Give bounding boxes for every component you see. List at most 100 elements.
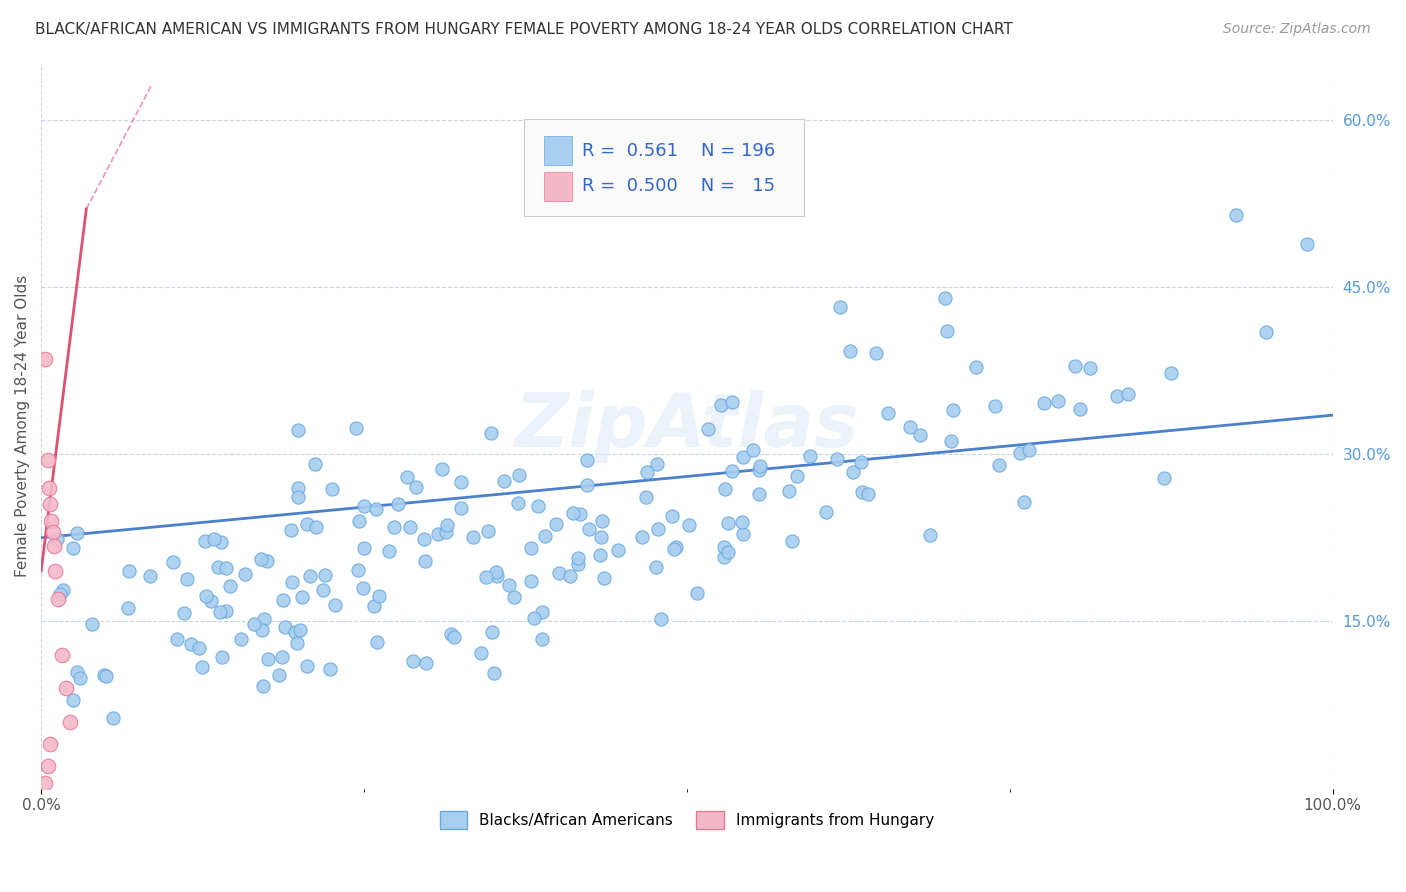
Point [69, 672, 91, 686]
Point [519, 574, 541, 589]
Point [39, 737, 62, 751]
Point [252, 679, 274, 693]
Point [1018, 443, 1040, 458]
Point [987, 458, 1010, 472]
Point [644, 560, 666, 574]
Point [494, 474, 516, 488]
Point [678, 518, 700, 533]
Point [44, 564, 66, 578]
Point [865, 346, 887, 360]
Point [814, 505, 837, 519]
Point [530, 606, 553, 620]
Point [1296, 237, 1319, 252]
Point [42, 525, 65, 540]
Point [415, 657, 437, 671]
Point [647, 522, 669, 536]
Point [717, 544, 740, 558]
Point [101, 711, 124, 725]
Point [477, 524, 499, 538]
Point [520, 541, 543, 555]
Point [215, 561, 238, 575]
Point [645, 457, 668, 471]
Point [413, 553, 436, 567]
Point [352, 581, 374, 595]
Point [93, 668, 115, 682]
Point [321, 482, 343, 496]
Point [256, 652, 278, 666]
Point [162, 555, 184, 569]
Text: BLACK/AFRICAN AMERICAN VS IMMIGRANTS FROM HUNGARY FEMALE POVERTY AMONG 18-24 YEA: BLACK/AFRICAN AMERICAN VS IMMIGRANTS FRO… [35, 22, 1012, 37]
Point [55, 681, 77, 696]
Point [547, 566, 569, 581]
Point [325, 598, 347, 612]
Point [942, 403, 965, 417]
Point [858, 487, 880, 501]
Point [748, 487, 770, 501]
Point [312, 583, 335, 598]
Point [287, 490, 309, 504]
Point [426, 527, 449, 541]
Point [508, 467, 530, 482]
Point [749, 458, 772, 473]
Point [470, 646, 492, 660]
Point [531, 632, 554, 646]
Point [269, 667, 291, 681]
Point [696, 421, 718, 435]
Point [117, 601, 139, 615]
Point [710, 398, 733, 412]
Point [304, 458, 326, 472]
Point [207, 560, 229, 574]
Point [51, 648, 73, 662]
Point [219, 579, 242, 593]
Point [479, 425, 502, 440]
Point [1116, 386, 1139, 401]
Point [799, 450, 821, 464]
Point [402, 654, 425, 668]
Point [920, 528, 942, 542]
Point [295, 517, 318, 532]
Text: R =  0.500    N =   15: R = 0.500 N = 15 [582, 178, 775, 195]
Point [589, 530, 612, 544]
Point [1078, 360, 1101, 375]
Point [984, 400, 1007, 414]
Point [412, 532, 434, 546]
Point [271, 649, 294, 664]
Point [253, 612, 276, 626]
Point [291, 590, 314, 604]
Point [1033, 396, 1056, 410]
Point [366, 634, 388, 648]
Point [34, 352, 56, 367]
Point [786, 469, 808, 483]
Point [748, 463, 770, 477]
Point [440, 627, 463, 641]
Point [202, 532, 225, 546]
Point [430, 461, 453, 475]
Point [839, 344, 862, 359]
Point [395, 470, 418, 484]
Point [353, 499, 375, 513]
Text: R =  0.561    N = 196: R = 0.561 N = 196 [582, 142, 775, 160]
Point [436, 517, 458, 532]
Point [200, 594, 222, 608]
Point [900, 419, 922, 434]
Point [211, 649, 233, 664]
Point [1069, 401, 1091, 416]
Point [575, 453, 598, 467]
Point [910, 428, 932, 442]
Point [966, 360, 988, 375]
Point [368, 590, 391, 604]
Point [527, 499, 550, 513]
Point [377, 544, 399, 558]
Point [664, 541, 686, 556]
Point [66, 525, 89, 540]
Point [636, 465, 658, 479]
Point [173, 606, 195, 620]
Point [558, 569, 581, 583]
Point [1153, 471, 1175, 485]
Point [250, 551, 273, 566]
Point [1160, 366, 1182, 380]
Point [717, 516, 740, 530]
Text: Source: ZipAtlas.com: Source: ZipAtlas.com [1223, 22, 1371, 37]
Point [49, 586, 72, 600]
Point [731, 515, 754, 529]
